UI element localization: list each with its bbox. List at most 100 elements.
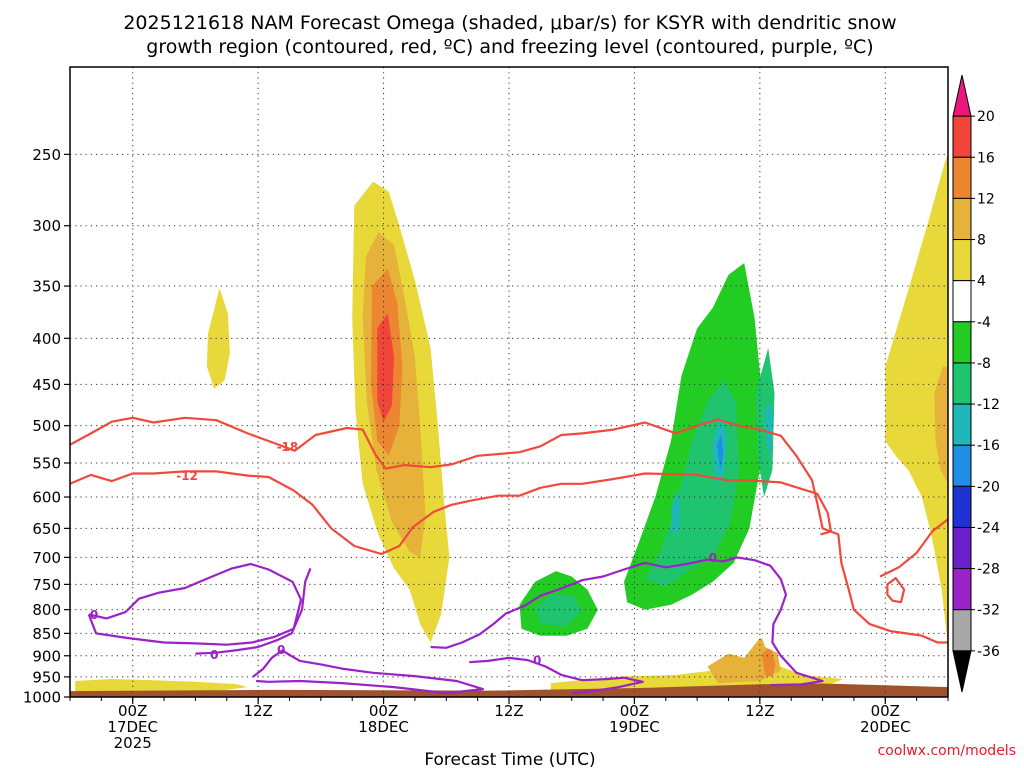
colorbar-label: -8 — [977, 356, 991, 372]
colorbar-bin — [952, 485, 972, 528]
colorbar-label: 12 — [977, 191, 995, 207]
dgz-contour-label: -18 — [277, 440, 299, 454]
colorbar-bin — [952, 239, 972, 282]
y-tick-label: 300 — [32, 217, 61, 235]
credit-text: coolwx.com/models — [878, 743, 1016, 759]
omega-red-18dec — [377, 313, 394, 422]
dgz-contour-label: -12 — [176, 469, 198, 483]
freezing-0-19dec — [430, 556, 824, 687]
colorbar-label: -20 — [977, 479, 1000, 495]
x-tick-label: 20DEC — [860, 718, 911, 736]
x-tick-label: 18DEC — [358, 718, 409, 736]
colorbar-bin — [952, 280, 972, 323]
freezing-0 — [87, 562, 303, 646]
colorbar-bin — [952, 156, 972, 199]
y-tick-label: 550 — [32, 454, 61, 472]
colorbar-label: -32 — [977, 603, 1000, 619]
omega-cyan-19dec — [535, 594, 583, 627]
colorbar-bottom-triangle — [952, 650, 972, 693]
omega-low-west — [75, 679, 248, 694]
y-tick-label: 700 — [32, 549, 61, 567]
freezing-0-lower-19dec — [469, 656, 644, 695]
colorbar-label: -4 — [977, 315, 991, 331]
dgz-minus12 — [70, 470, 832, 556]
y-tick-label: 850 — [32, 625, 61, 643]
omega-green-tiny-12z — [825, 533, 831, 552]
dgz-loop-east — [886, 577, 906, 604]
x-tick-label: 17DEC — [107, 718, 158, 736]
colorbar-bin — [952, 403, 972, 446]
y-tick-label: 800 — [32, 601, 61, 619]
x-tick-label: 00Z — [620, 702, 649, 720]
omega-green-east — [932, 638, 948, 681]
colorbar-top-triangle — [952, 74, 972, 117]
colorbar-label: 20 — [977, 109, 995, 125]
freezing-contour-label: 0 — [90, 608, 98, 622]
colorbar: 20 16 12 8 4 -4 -8 -12 -16 -20 -24 -28 -32 -36 — [952, 74, 1000, 693]
omega-blue3-19dec — [765, 401, 774, 456]
axes-layer: 250 300 350 400 450 500 550 600 650 700 750 800 850 9… — [23, 66, 949, 752]
dgz-minus18 — [70, 416, 948, 644]
colorbar-label: 16 — [977, 150, 995, 166]
y-tick-label: 250 — [32, 146, 61, 164]
omega-green-12z-17dec — [198, 573, 295, 650]
y-tick-label: 900 — [32, 647, 61, 665]
terrain-top — [70, 683, 948, 697]
omega-orange-lower-19dec — [707, 638, 781, 684]
y-tick-label: 450 — [32, 376, 61, 394]
y-tick-label: 400 — [32, 330, 61, 348]
omega-cyan2-19dec — [644, 380, 739, 587]
y-tick-label: 1000 — [23, 689, 61, 707]
text-layer: 2025121618 NAM Forecast Omega (shaded, μ… — [123, 12, 1016, 768]
colorbar-bin — [952, 568, 972, 611]
omega-darkorange-lower-19dec — [761, 647, 776, 677]
colorbar-bin — [952, 526, 972, 570]
omega-blue2-19dec — [671, 490, 681, 535]
freezing-0-surface — [252, 649, 484, 695]
y-tick-label: 950 — [32, 668, 61, 686]
x-tick-label: 00Z — [118, 702, 147, 720]
colorbar-bin — [952, 609, 972, 652]
colorbar-label: -12 — [977, 397, 1000, 413]
colorbar-bin — [952, 115, 972, 158]
freezing-contour-label: 0 — [709, 551, 717, 565]
x-tick-label: 12Z — [494, 702, 523, 720]
plot-layer: -18 -12 0 0 0 0 0 — [70, 67, 948, 697]
x-tick-label: 12Z — [745, 702, 774, 720]
freezing-contour-label: 0 — [210, 648, 218, 662]
colorbar-label: 8 — [977, 233, 986, 249]
omega-small-upper — [206, 288, 230, 389]
y-tick-label: 750 — [32, 576, 61, 594]
colorbar-label: 4 — [977, 274, 986, 290]
dgz-minus12-east — [879, 518, 948, 578]
x-tick-label: 00Z — [369, 702, 398, 720]
colorbar-label: -36 — [977, 644, 1000, 660]
x-tick-label: 12Z — [243, 702, 272, 720]
freezing-0-lower — [195, 568, 312, 655]
chart-title-line2: growth region (contoured, red, ºC) and f… — [146, 36, 873, 58]
colorbar-bin — [952, 444, 972, 487]
y-tick-label: 650 — [32, 520, 61, 538]
colorbar-bin — [952, 362, 972, 405]
omega-yellow-east — [885, 154, 948, 648]
colorbar-label: -24 — [977, 520, 1000, 536]
colorbar-bin — [952, 197, 972, 241]
freezing-contour-label: 0 — [533, 654, 541, 668]
x-tick-label: 00Z — [871, 702, 900, 720]
colorbar-label: -16 — [977, 438, 1000, 454]
y-tick-label: 350 — [32, 278, 61, 296]
y-tick-label: 600 — [32, 489, 61, 507]
omega-green-small-12z — [792, 297, 806, 402]
y-tick-label: 500 — [32, 417, 61, 435]
freezing-contour-label: 0 — [277, 643, 285, 657]
colorbar-label: -28 — [977, 562, 1000, 578]
x-tick-label: 2025 — [114, 734, 152, 752]
chart-title-line1: 2025121618 NAM Forecast Omega (shaded, μ… — [123, 12, 896, 34]
x-tick-label: 19DEC — [609, 718, 660, 736]
x-axis-label: Forecast Time (UTC) — [424, 750, 595, 768]
colorbar-bin — [952, 321, 972, 364]
omega-darkblue-19dec — [717, 433, 724, 470]
omega-orange-east — [934, 366, 948, 484]
omega-cyan3-19dec — [755, 348, 775, 497]
